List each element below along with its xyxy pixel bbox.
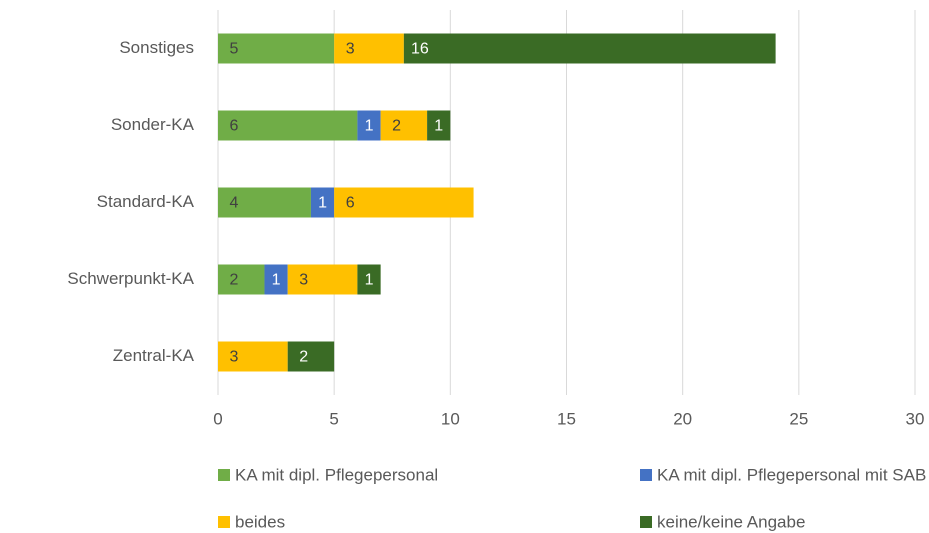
bar-segment (403, 33, 776, 64)
y-tick-label: Sonstiges (119, 38, 194, 57)
bar-segment (427, 110, 451, 141)
value-label: 3 (230, 349, 239, 366)
bar-segment (357, 264, 381, 295)
value-label: 2 (299, 349, 308, 366)
legend-label: KA mit dipl. Pflegepersonal mit SAB (657, 465, 926, 484)
bar-segment (287, 264, 358, 295)
value-label: 1 (318, 195, 327, 212)
bar-segment (310, 187, 335, 218)
legend-swatch (218, 516, 230, 528)
legend-swatch (640, 516, 652, 528)
value-label: 2 (392, 118, 401, 135)
bar-segment (287, 341, 335, 372)
bar-segment (380, 110, 428, 141)
y-tick-label: Zentral-KA (113, 346, 195, 365)
value-label: 2 (230, 272, 239, 289)
bar-segment (218, 187, 311, 218)
value-label: 6 (230, 118, 239, 135)
legend-label: beides (235, 512, 285, 531)
value-label: 1 (365, 272, 374, 289)
bar-segment (218, 341, 288, 372)
bar-segment (264, 264, 288, 295)
bar-segment (218, 264, 265, 295)
legend-swatch (218, 469, 230, 481)
value-label: 1 (272, 272, 281, 289)
bar-segment (334, 33, 404, 64)
value-label: 1 (365, 118, 374, 135)
x-tick-label: 25 (789, 409, 808, 428)
value-label: 5 (230, 41, 239, 58)
y-tick-label: Schwerpunkt-KA (67, 269, 194, 288)
legend-label: keine/keine Angabe (657, 512, 805, 531)
y-tick-label: Sonder-KA (111, 115, 195, 134)
value-label: 3 (346, 41, 355, 58)
x-tick-label: 10 (441, 409, 460, 428)
y-tick-label: Standard-KA (97, 192, 195, 211)
value-label: 3 (299, 272, 308, 289)
x-tick-label: 30 (906, 409, 925, 428)
value-label: 1 (434, 118, 443, 135)
legend-label: KA mit dipl. Pflegepersonal (235, 465, 438, 484)
x-tick-label: 0 (213, 409, 222, 428)
bar-segment (218, 33, 335, 64)
x-tick-label: 5 (329, 409, 338, 428)
x-tick-label: 20 (673, 409, 692, 428)
bar-segment (334, 187, 474, 218)
legend-swatch (640, 469, 652, 481)
x-tick-label: 15 (557, 409, 576, 428)
bar-segment (218, 110, 358, 141)
value-label: 4 (230, 195, 239, 212)
value-label: 16 (411, 41, 429, 58)
bar-segment (357, 110, 381, 141)
value-label: 6 (346, 195, 355, 212)
